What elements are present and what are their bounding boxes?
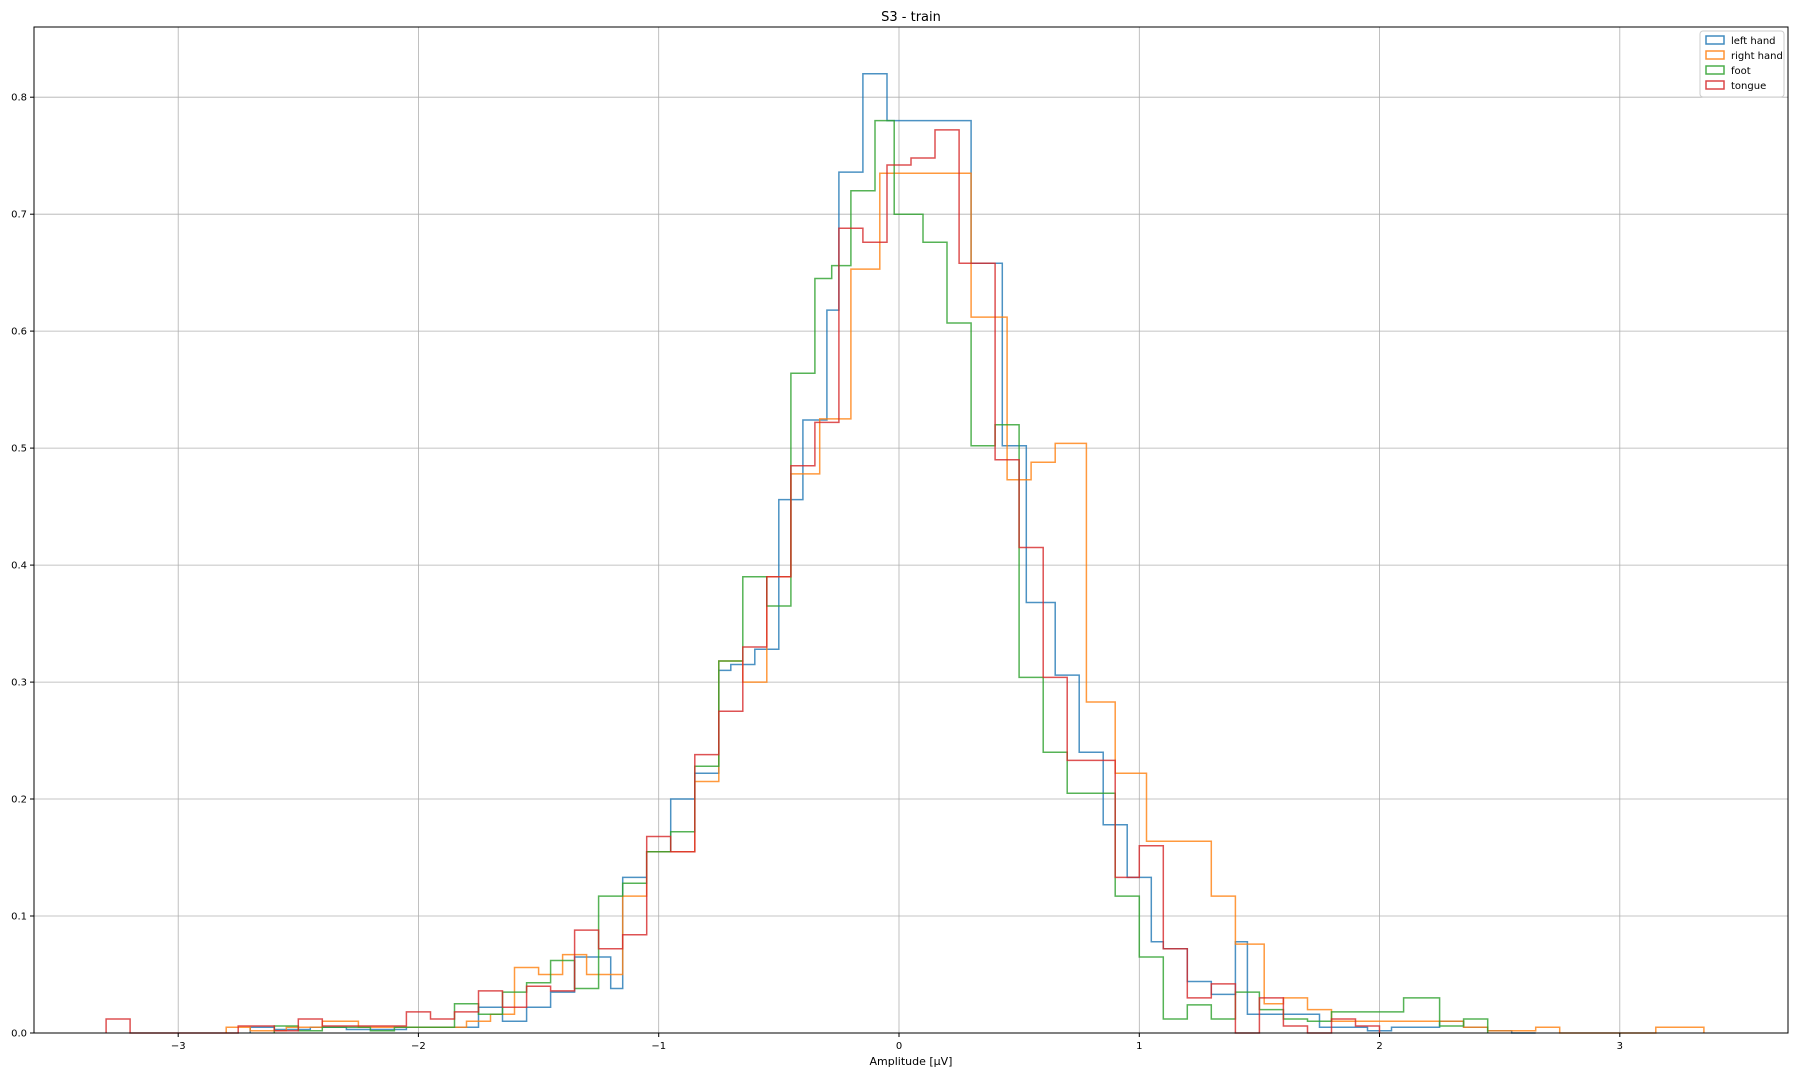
x-tick-label: 3 [1617, 1041, 1623, 1052]
x-tick-label: 2 [1376, 1041, 1382, 1052]
grid [34, 27, 1788, 1034]
y-tick-label: 0.8 [11, 93, 27, 104]
series-left-hand-step [249, 73, 1536, 1034]
x-axis: −3 −2 −1 0 1 2 3 [171, 1033, 1623, 1052]
y-tick-label: 0.2 [11, 795, 27, 806]
legend: left hand right hand foot tongue [1699, 30, 1785, 98]
y-tick-label: 0.7 [11, 210, 27, 221]
y-tick-label: 0.3 [11, 678, 27, 689]
legend-swatch-right-hand [1705, 50, 1725, 60]
y-tick-label: 0.5 [11, 444, 27, 455]
y-tick-label: 0.6 [11, 327, 27, 338]
legend-swatch-tongue [1705, 80, 1725, 90]
x-tick-label: −3 [171, 1041, 186, 1052]
plot-frame [33, 26, 1789, 1034]
chart-title: S3 - train [881, 10, 941, 25]
y-tick-label: 0.1 [11, 912, 27, 923]
legend-label-foot: foot [1731, 66, 1751, 77]
series-tongue-step [105, 129, 1381, 1034]
series-layer [105, 73, 1705, 1034]
legend-swatch-left-hand [1705, 35, 1725, 45]
legend-swatch-foot [1705, 65, 1725, 75]
x-tick-label: 0 [896, 1041, 902, 1052]
x-axis-label: Amplitude [μV] [870, 1055, 953, 1068]
legend-label-tongue: tongue [1731, 81, 1766, 92]
legend-label-left-hand: left hand [1731, 36, 1776, 47]
x-tick-label: −2 [411, 1041, 426, 1052]
x-tick-label: −1 [651, 1041, 666, 1052]
y-tick-label: 0.4 [11, 561, 27, 572]
legend-label-right-hand: right hand [1731, 51, 1783, 62]
y-axis: 0.0 0.1 0.2 0.3 0.4 0.5 0.6 0.7 0.8 [11, 93, 34, 1040]
y-tick-label: 0.0 [11, 1029, 27, 1040]
x-tick-label: 1 [1136, 1041, 1142, 1052]
